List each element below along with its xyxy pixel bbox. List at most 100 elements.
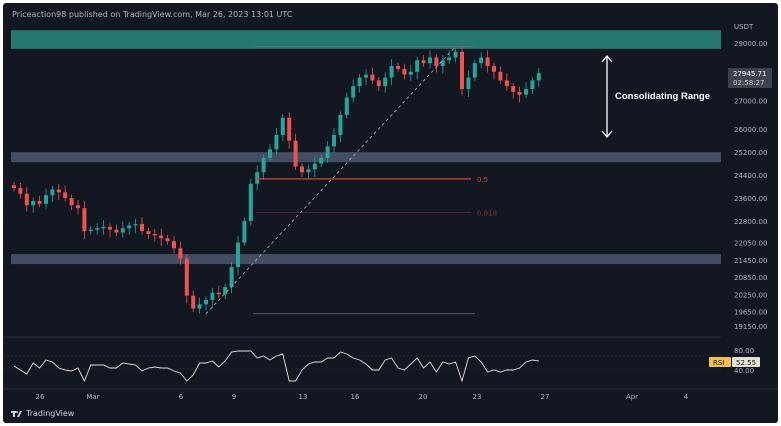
candle-body (479, 57, 484, 64)
candle-body (498, 71, 503, 81)
candle-body (133, 223, 138, 226)
x-tick-label: Apr (626, 393, 638, 401)
candle-body (319, 157, 324, 164)
x-tick-label: 9 (232, 393, 236, 401)
candle-body (312, 163, 317, 170)
y-tick-label: 19650.00 (734, 308, 767, 316)
candle-body (127, 225, 132, 229)
candle-body (364, 74, 368, 78)
y-tick-label: 22800.00 (734, 218, 767, 226)
candle-body (389, 66, 394, 78)
candle-body (396, 66, 400, 69)
y-tick-label: 19150.00 (734, 323, 767, 331)
candle-body (485, 57, 490, 67)
candle-body (325, 146, 330, 158)
candle-body (37, 200, 42, 204)
candle-body (293, 140, 298, 167)
candle-body (428, 57, 432, 64)
candle-body (351, 86, 356, 98)
y-tick-label: 26000.00 (734, 126, 767, 134)
rsi-tick-40: 40.00 (734, 367, 754, 375)
y-tick-label: 21450.00 (734, 257, 767, 265)
candle-body (216, 292, 221, 295)
support-zone-upper (11, 152, 721, 163)
candle-body (357, 77, 362, 87)
candle-body (229, 266, 234, 288)
candle-body (63, 192, 68, 199)
tradingview-mark-icon (11, 410, 23, 418)
rsi-tick-80: 80.00 (734, 347, 754, 355)
candle-body (383, 77, 388, 87)
candle-body (146, 231, 151, 234)
candle-body (453, 51, 458, 58)
x-tick-label: 16 (351, 393, 360, 401)
candle-body (332, 134, 336, 147)
x-tick-label: 27 (541, 393, 550, 401)
candle-body (466, 77, 471, 90)
candle-body (440, 60, 445, 67)
candle-body (172, 241, 176, 249)
x-axis-ticks: 26 Mar 6 9 13 16 20 23 27 Apr 4 (36, 393, 689, 401)
rsi-value: 52.55 (736, 359, 756, 367)
y-tick-label: 22050.00 (734, 240, 767, 248)
candle-body (376, 80, 381, 87)
candle-body (120, 228, 125, 233)
candle-body (492, 66, 496, 72)
candle-body (12, 185, 16, 189)
candle-body (108, 226, 112, 230)
support-zone-lower (11, 254, 721, 265)
fib-levels: 0.5 0.618 (256, 176, 497, 217)
candle-body (95, 228, 100, 230)
candle-body (165, 238, 170, 242)
y-tick-label: 27000.00 (734, 98, 767, 106)
candles-group (12, 46, 541, 314)
candle-body (152, 233, 157, 236)
y-tick-label: 20250.00 (734, 291, 767, 299)
candle-body (280, 117, 285, 135)
candle-body (50, 189, 55, 196)
candle-body (24, 193, 29, 206)
candle-body (472, 63, 477, 78)
candle-body (56, 189, 61, 193)
candle-body (274, 134, 279, 150)
rsi-panel: 80.00 40.00 RSI 52.55 (3, 347, 760, 383)
fib-label: 0.5 (477, 176, 488, 184)
svg-text:02:58:27: 02:58:27 (733, 79, 764, 87)
candle-body (223, 287, 228, 295)
candle-body (536, 73, 541, 81)
price-chart[interactable]: USDT 29000.0027800.0027000.0026000.00252… (3, 3, 778, 423)
candle-body (300, 166, 304, 173)
candle-body (82, 208, 87, 232)
tradingview-logo: TradingView (11, 409, 74, 418)
x-tick-label: 20 (419, 393, 428, 401)
candle-body (204, 299, 208, 305)
candle-body (44, 195, 48, 204)
candle-body (114, 229, 119, 233)
svg-text:27945.71: 27945.71 (733, 70, 766, 78)
candle-body (248, 183, 253, 222)
candle-body (408, 71, 413, 75)
candle-body (344, 97, 349, 115)
candle-body (236, 242, 240, 267)
x-tick-label: Mar (86, 393, 99, 401)
candle-body (504, 80, 509, 87)
candle-body (530, 80, 535, 90)
publisher-line: Priceaction98 published on TradingView.c… (12, 10, 293, 19)
resistance-zone (11, 30, 721, 49)
candle-body (69, 198, 74, 206)
candle-body (261, 157, 266, 173)
candle-body (210, 292, 215, 300)
fib-label: 0.618 (477, 209, 497, 217)
candle-body (18, 188, 23, 194)
current-price-label: 27945.71 02:58:27 (728, 68, 772, 88)
candle-body (140, 223, 144, 232)
tradingview-logo-text: TradingView (26, 409, 75, 418)
x-tick-label: 6 (179, 393, 184, 401)
candle-body (159, 235, 164, 239)
x-tick-label: 26 (36, 393, 45, 401)
y-tick-label: 29000.00 (734, 40, 767, 48)
chart-frame: Priceaction98 published on TradingView.c… (3, 3, 778, 423)
candle-body (242, 221, 247, 243)
swing-trendline (205, 46, 456, 315)
candle-body (76, 205, 80, 209)
